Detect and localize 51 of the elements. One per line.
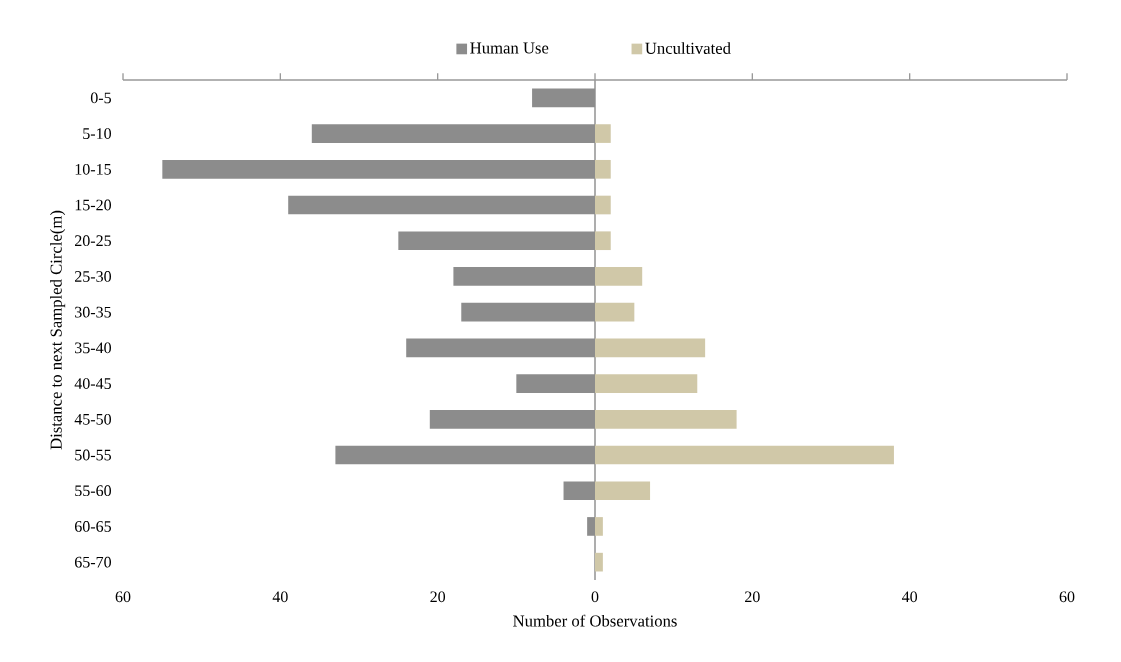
bar bbox=[595, 231, 611, 251]
bar bbox=[595, 338, 706, 358]
x-tick-label: 60 bbox=[1059, 591, 1075, 603]
legend-label: Uncultivated bbox=[645, 42, 731, 54]
bar bbox=[595, 552, 603, 572]
bar bbox=[406, 338, 595, 358]
y-tick-label: 35-40 bbox=[75, 342, 112, 354]
bar bbox=[398, 231, 595, 251]
bar bbox=[595, 302, 635, 322]
y-tick-label: 20-25 bbox=[75, 235, 112, 247]
y-tick-label: 10-15 bbox=[75, 163, 112, 175]
bar bbox=[563, 481, 595, 501]
bar bbox=[532, 88, 595, 108]
bar bbox=[453, 267, 595, 286]
bar bbox=[516, 374, 595, 393]
x-tick-label: 20 bbox=[745, 591, 760, 603]
y-tick-label: 40-45 bbox=[74, 378, 112, 389]
y-tick-label: 60-65 bbox=[74, 521, 112, 532]
y-tick-label: 50-55 bbox=[75, 449, 112, 461]
x-axis-title: Number of Observations bbox=[513, 614, 677, 627]
bar bbox=[595, 159, 611, 179]
bar bbox=[595, 445, 894, 465]
bar bbox=[587, 517, 595, 536]
bar bbox=[595, 124, 611, 143]
bar bbox=[595, 409, 737, 429]
y-tick-label: 55-60 bbox=[75, 485, 112, 497]
x-tick-label: 40 bbox=[901, 591, 918, 603]
y-tick-label: 30-35 bbox=[75, 306, 112, 318]
y-tick-label: 45-50 bbox=[74, 413, 112, 425]
bar bbox=[162, 159, 595, 179]
legend-label: Human Use bbox=[470, 42, 549, 54]
bar bbox=[595, 374, 698, 393]
bar bbox=[429, 409, 595, 429]
y-axis-title: Distance to next Sampled Circle(m) bbox=[50, 210, 66, 450]
y-tick-label: 0-5 bbox=[90, 92, 112, 104]
y-tick-label: 5-10 bbox=[83, 128, 112, 139]
bar bbox=[288, 195, 595, 215]
y-tick-label: 65-70 bbox=[74, 556, 112, 568]
x-tick-label: 60 bbox=[115, 591, 131, 603]
bar bbox=[595, 517, 603, 536]
y-tick-label: 15-20 bbox=[75, 199, 112, 211]
bar bbox=[311, 124, 595, 143]
bar bbox=[595, 267, 643, 286]
x-tick-label: 0 bbox=[591, 591, 599, 603]
x-tick-label: 40 bbox=[272, 591, 288, 603]
bar bbox=[461, 302, 595, 322]
x-tick-label: 20 bbox=[430, 591, 446, 603]
bar bbox=[595, 481, 651, 501]
bar bbox=[595, 195, 611, 215]
bar bbox=[335, 445, 595, 465]
y-tick-label: 25-30 bbox=[75, 271, 112, 282]
